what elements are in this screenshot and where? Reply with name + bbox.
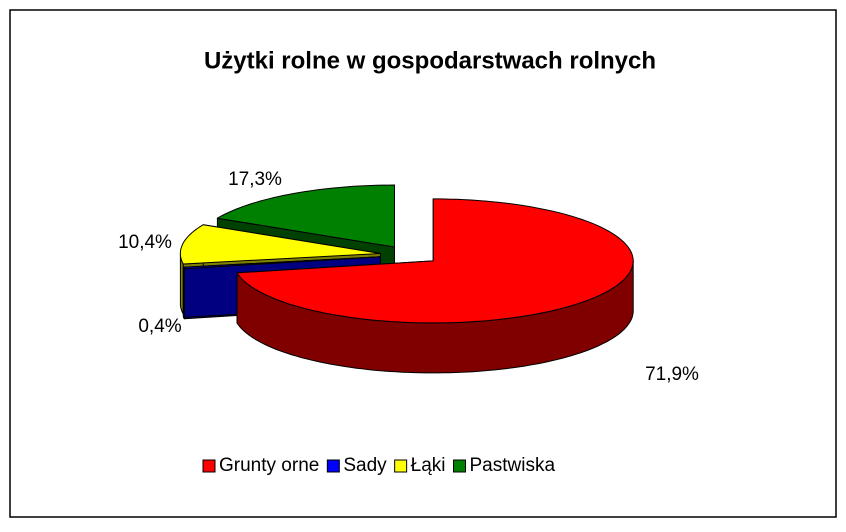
slice-top [236,198,634,324]
legend-swatch [326,459,340,473]
slice-top [182,256,381,270]
slice-side [182,266,185,320]
legend-swatch [202,459,216,473]
legend-swatch [453,459,466,473]
data-label: 71,9% [645,364,699,385]
data-label: 0,4% [138,316,181,337]
legend-label: Pastwiska [470,455,556,476]
legend-label: Łąki [411,455,446,476]
legend-label: Sady [343,455,387,476]
data-label: 17,3% [228,169,282,190]
slice-top [179,224,381,265]
chart-title: Użytki rolne w gospodarstwach rolnych [204,47,656,74]
slice-top [216,184,395,248]
pie-slice [236,198,634,374]
legend-swatch [394,459,408,473]
data-label: 10,4% [118,232,172,253]
legend-label: Grunty orne [219,455,319,476]
